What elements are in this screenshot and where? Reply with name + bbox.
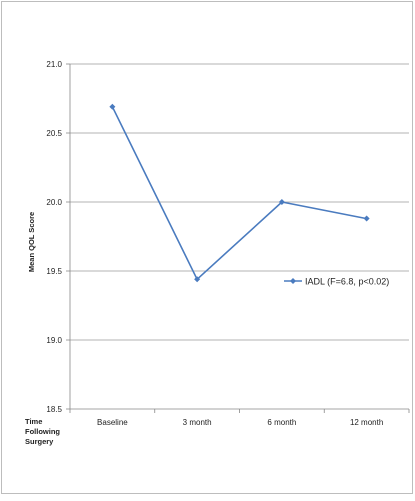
x-tick-label: 12 month [350,418,383,427]
x-tick-label: Baseline [97,418,128,427]
x-axis-title-line-2: Following [25,427,60,436]
x-axis: Baseline 3 month 6 month 12 month [69,64,410,427]
y-tick-label: 19.5 [46,267,62,276]
series-line [111,106,367,281]
y-tick-label: 20.5 [46,129,62,138]
y-tick-label: 21.0 [46,60,62,69]
y-axis-title: Mean QOL Score [27,212,36,272]
data-point [278,199,285,205]
series-layer [109,103,370,283]
legend-label: IADL (F=6.8, p<0.02) [305,277,389,287]
data-point [109,103,116,110]
legend: IADL (F=6.8, p<0.02) [284,277,389,287]
x-tick-label: 3 month [183,418,212,427]
x-axis-title-line-3: Surgery [25,437,54,446]
gridlines [70,63,409,341]
y-tick-label: 18.5 [46,405,62,414]
data-point [363,215,370,222]
x-axis-title-line-1: Time [25,417,42,426]
y-tick-label: 20.0 [46,198,62,207]
legend-marker [290,278,296,284]
y-axis-ticks: 18.5 19.0 19.5 20.0 20.5 21.0 [46,60,70,414]
data-point [194,276,201,283]
x-tick-label: 6 month [267,418,296,427]
y-tick-label: 19.0 [46,336,62,345]
